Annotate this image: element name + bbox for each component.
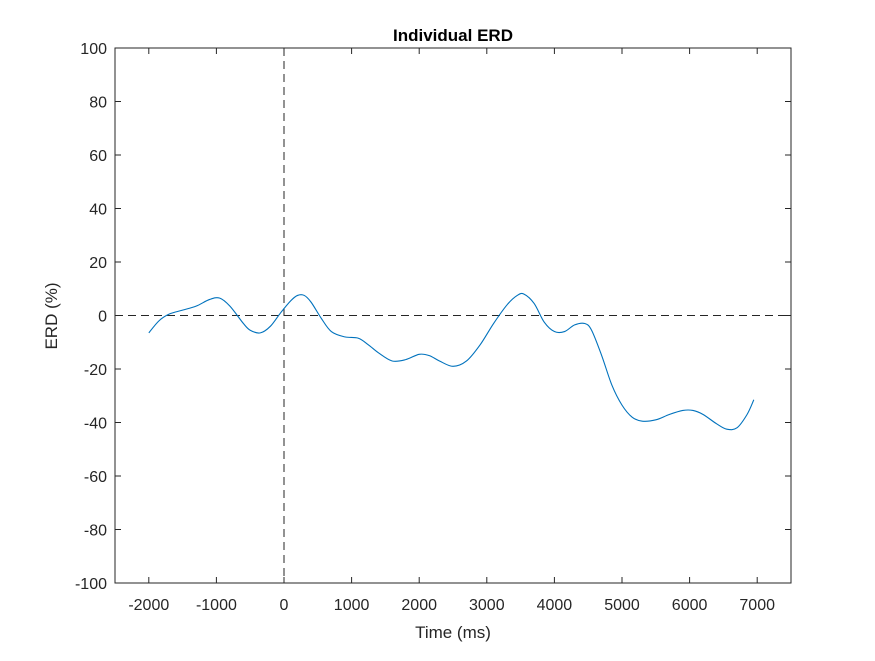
x-axis-ticks: -2000 -1000 0 1000 2000 3000 4000 5000 6000 7000	[128, 48, 775, 614]
x-tick-label: 1000	[334, 597, 370, 614]
x-tick-label: 6000	[672, 597, 708, 614]
chart-title: Individual ERD	[393, 26, 513, 45]
y-tick-label: 80	[89, 95, 107, 112]
x-tick-label: -1000	[196, 597, 237, 614]
y-tick-label: 100	[80, 41, 107, 58]
y-tick-label: -20	[84, 362, 107, 379]
y-axis-label: ERD (%)	[42, 282, 61, 349]
y-tick-label: 60	[89, 148, 107, 165]
x-tick-label: 5000	[604, 597, 640, 614]
y-tick-label: 40	[89, 202, 107, 219]
x-tick-label: 7000	[739, 597, 775, 614]
x-tick-label: 2000	[401, 597, 437, 614]
series-line-0	[148, 292, 755, 431]
y-tick-label: -80	[84, 523, 107, 540]
series-layer	[148, 292, 755, 431]
y-tick-label: -100	[75, 576, 107, 593]
x-tick-label: 4000	[537, 597, 573, 614]
x-tick-label: 0	[280, 597, 289, 614]
y-tick-label: -40	[84, 416, 107, 433]
y-tick-label: 20	[89, 255, 107, 272]
x-tick-label: -2000	[128, 597, 169, 614]
y-axis-ticks: -100 -80 -60 -40 -20 0 20 40 60 80 100	[75, 41, 791, 593]
reference-lines	[115, 48, 791, 583]
y-tick-label: 0	[98, 309, 107, 326]
x-axis-label: Time (ms)	[415, 623, 491, 642]
x-tick-label: 3000	[469, 597, 505, 614]
y-tick-label: -60	[84, 469, 107, 486]
